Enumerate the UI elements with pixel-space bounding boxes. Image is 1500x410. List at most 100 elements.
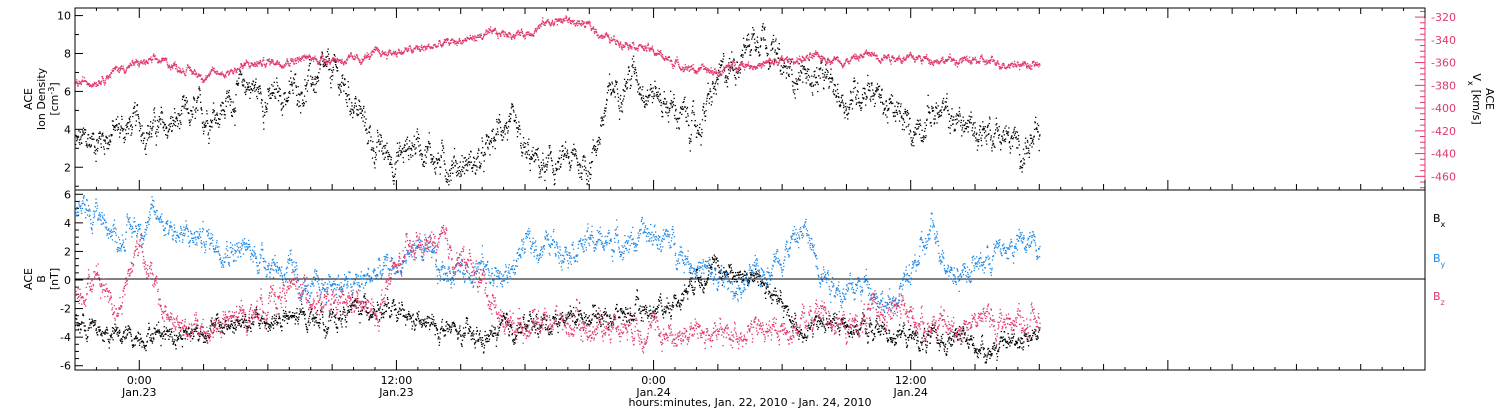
- density-point: [334, 60, 336, 62]
- date-tick-label: Jan.23: [121, 386, 156, 399]
- velocity-point: [447, 38, 449, 41]
- velocity-point: [99, 81, 101, 84]
- velocity-point: [235, 69, 237, 71]
- density-point: [906, 110, 909, 112]
- velocity-point: [412, 51, 414, 53]
- density-point: [612, 89, 614, 91]
- velocity-point: [657, 49, 659, 51]
- velocity-point: [570, 22, 572, 24]
- density-point: [887, 122, 889, 124]
- density-point: [212, 102, 215, 104]
- density-point: [713, 85, 716, 88]
- density-point: [839, 104, 841, 106]
- density-point: [957, 114, 959, 116]
- velocity-point: [436, 46, 438, 48]
- velocity-point: [688, 69, 691, 72]
- density-point: [125, 133, 127, 135]
- velocity-point: [297, 57, 299, 60]
- density-point: [982, 126, 985, 128]
- velocity-point: [666, 58, 668, 60]
- density-point: [570, 167, 572, 169]
- velocity-point: [166, 63, 169, 65]
- density-point: [902, 119, 905, 121]
- density-point: [749, 51, 751, 53]
- velocity-point: [304, 57, 306, 59]
- density-point: [181, 98, 184, 101]
- density-point: [318, 72, 320, 74]
- density-point: [588, 172, 590, 174]
- density-point: [324, 62, 326, 64]
- density-point: [142, 132, 144, 134]
- density-point: [703, 111, 706, 113]
- density-point: [361, 109, 364, 111]
- density-point: [360, 105, 362, 108]
- density-point: [626, 88, 628, 90]
- velocity-point: [252, 65, 255, 67]
- density-point: [295, 73, 297, 75]
- velocity-tick-label: -440: [1431, 148, 1456, 161]
- velocity-point: [513, 38, 516, 40]
- density-point: [364, 111, 366, 113]
- velocity-point: [491, 30, 494, 33]
- velocity-point: [499, 33, 501, 35]
- velocity-point: [500, 35, 502, 37]
- velocity-point: [570, 23, 572, 25]
- velocity-tick-label: -320: [1431, 11, 1456, 24]
- density-point: [470, 151, 472, 153]
- velocity-point: [506, 33, 509, 35]
- velocity-point: [605, 32, 607, 34]
- density-point: [579, 176, 581, 179]
- density-point: [1013, 128, 1015, 130]
- density-point: [560, 156, 562, 159]
- density-point: [532, 153, 534, 156]
- density-point: [146, 132, 148, 135]
- density-point: [507, 132, 509, 134]
- density-point: [372, 141, 374, 143]
- density-point: [371, 147, 373, 149]
- density-point: [421, 153, 424, 156]
- density-point: [141, 134, 144, 136]
- velocity-point: [104, 82, 106, 84]
- velocity-point: [476, 40, 478, 42]
- density-point: [621, 103, 623, 105]
- density-point: [239, 70, 241, 72]
- density-tick-label: 4: [64, 123, 71, 136]
- density-point: [159, 118, 161, 120]
- density-point: [277, 100, 280, 102]
- density-point: [395, 168, 397, 170]
- velocity-point: [350, 52, 352, 54]
- velocity-point: [153, 56, 155, 58]
- velocity-point: [228, 73, 230, 75]
- velocity-point: [205, 77, 207, 79]
- density-point: [96, 140, 98, 142]
- velocity-point: [652, 50, 654, 52]
- density-point: [386, 152, 388, 154]
- density-point: [898, 102, 900, 104]
- density-point: [570, 151, 572, 153]
- density-point: [248, 89, 250, 91]
- density-point: [90, 144, 92, 146]
- density-point: [869, 90, 871, 92]
- velocity-point: [566, 19, 569, 21]
- density-point: [710, 96, 712, 98]
- density-point: [452, 162, 455, 164]
- velocity-point: [710, 70, 712, 72]
- velocity-point: [132, 62, 134, 65]
- density-point: [1009, 146, 1011, 148]
- velocity-point: [169, 66, 171, 68]
- density-point: [701, 128, 703, 131]
- velocity-point: [211, 69, 213, 71]
- density-point: [938, 114, 940, 116]
- velocity-point: [776, 61, 778, 64]
- density-point: [435, 173, 437, 175]
- density-point: [224, 117, 226, 119]
- velocity-point: [372, 50, 375, 53]
- density-point: [1005, 130, 1007, 132]
- density-point: [150, 133, 152, 135]
- density-point: [960, 119, 962, 121]
- density-point: [992, 142, 994, 144]
- density-point: [341, 77, 344, 79]
- density-point: [95, 153, 97, 155]
- density-point: [910, 137, 912, 139]
- velocity-point: [630, 45, 632, 47]
